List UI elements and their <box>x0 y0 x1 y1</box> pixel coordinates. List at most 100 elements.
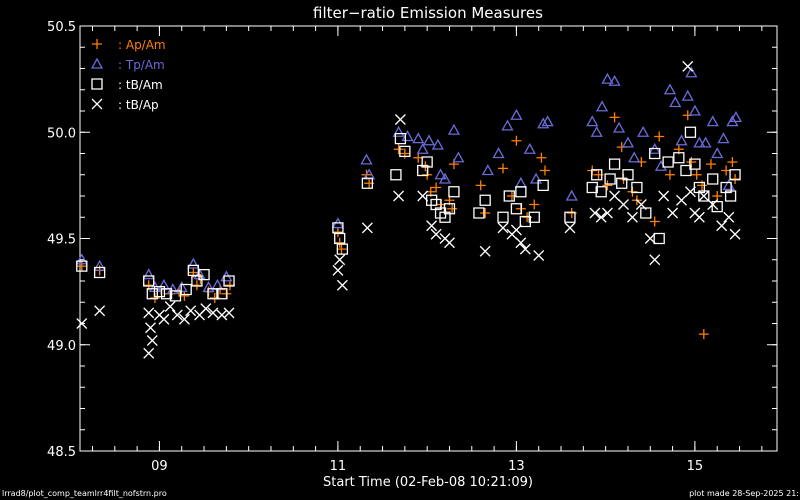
data-point-x <box>618 199 629 210</box>
data-point-triangle <box>523 142 536 154</box>
data-point-x <box>564 222 576 234</box>
data-point-x <box>361 222 373 234</box>
x-tick-label: 09 <box>151 459 168 474</box>
y-tick-label: 50.5 <box>47 20 76 35</box>
data-point-square <box>662 156 674 168</box>
footer-left: lrrad8/plot_comp_teamlrr4filt_nofstrn.pr… <box>2 489 167 498</box>
data-point-x <box>171 309 183 321</box>
data-point-plus <box>698 329 709 340</box>
data-point-square <box>223 275 235 287</box>
data-point-x <box>158 313 170 325</box>
data-point-triangle <box>537 117 550 129</box>
data-point-square <box>586 181 598 194</box>
data-point-square <box>720 181 732 194</box>
y-tick-label: 50.0 <box>47 126 76 141</box>
data-point-x <box>394 114 406 125</box>
data-point-triangle <box>187 257 200 269</box>
data-point-x <box>393 190 405 202</box>
data-point-plus <box>730 174 741 184</box>
data-point-square <box>93 266 106 279</box>
data-point-square <box>604 173 616 185</box>
data-point-triangle <box>510 108 523 120</box>
data-point-triangle <box>438 172 452 184</box>
data-point-triangle <box>492 147 505 159</box>
x-axis-label: Start Time (02-Feb-08 10:21:09) <box>323 475 533 490</box>
data-point-square <box>497 211 509 223</box>
data-point-triangle <box>675 134 688 146</box>
data-point-triangle <box>628 151 641 163</box>
legend-marker-square <box>91 78 103 90</box>
data-point-triangle <box>685 66 698 78</box>
data-point-square <box>591 169 603 181</box>
data-point-plus <box>334 237 345 248</box>
data-point-square <box>729 169 741 181</box>
data-point-square <box>622 169 634 181</box>
data-point-x <box>430 228 442 240</box>
data-point-x <box>682 60 694 72</box>
data-point-x <box>667 207 679 219</box>
data-point-triangle <box>447 123 461 135</box>
data-point-square <box>394 132 407 145</box>
series-x <box>76 60 741 359</box>
data-point-square <box>421 156 433 168</box>
data-point-x <box>707 199 719 210</box>
data-point-x <box>515 237 527 249</box>
data-point-x <box>223 307 235 319</box>
data-point-x <box>146 335 158 346</box>
data-point-triangle <box>612 121 626 133</box>
data-point-x <box>479 245 491 257</box>
data-point-square <box>653 232 665 245</box>
series-square <box>76 126 741 302</box>
data-point-x <box>595 211 607 223</box>
data-point-x <box>716 220 728 232</box>
data-point-x <box>143 307 155 319</box>
data-point-triangle <box>621 136 635 148</box>
data-point-plus <box>511 135 522 146</box>
data-point-square <box>361 177 374 189</box>
data-point-triangle <box>637 125 650 137</box>
data-point-square <box>390 169 402 181</box>
chart-title: filter−ratio Emission Measures <box>313 4 543 22</box>
data-point-triangle <box>529 172 543 184</box>
data-point-x <box>143 347 155 359</box>
data-point-x <box>336 279 348 291</box>
data-point-plus <box>649 216 660 227</box>
data-point-square <box>399 145 411 158</box>
data-point-plus <box>76 261 87 272</box>
data-point-square <box>503 190 515 202</box>
data-point-plus <box>393 144 404 155</box>
data-point-square <box>169 290 182 302</box>
data-point-square <box>430 198 442 211</box>
legend-label: : tB/Ap <box>118 98 159 112</box>
data-point-square <box>519 215 531 228</box>
data-point-square <box>160 288 173 300</box>
data-point-triangle <box>452 151 465 163</box>
data-point-x <box>444 237 455 249</box>
data-point-square <box>684 126 697 138</box>
data-point-x <box>185 305 197 317</box>
data-point-triangle <box>688 104 701 116</box>
data-point-plus <box>498 163 509 174</box>
data-point-x <box>589 207 601 219</box>
data-point-x <box>626 211 638 223</box>
data-point-square <box>434 207 447 219</box>
data-point-square <box>595 186 607 198</box>
data-point-square <box>198 268 210 281</box>
data-point-x <box>332 264 344 276</box>
data-point-x <box>644 233 656 244</box>
data-point-triangle <box>360 153 373 165</box>
data-point-square <box>608 158 621 170</box>
data-point-square <box>640 207 652 219</box>
data-point-triangle <box>663 83 677 95</box>
data-point-plus <box>654 131 665 142</box>
data-point-square <box>180 283 192 296</box>
data-point-square <box>439 211 451 223</box>
data-point-triangle <box>211 278 224 290</box>
data-point-square <box>707 173 719 185</box>
data-point-triangle <box>706 115 719 127</box>
data-point-triangle <box>431 138 444 150</box>
data-point-plus <box>447 203 458 214</box>
data-point-triangle <box>514 176 527 188</box>
data-point-x <box>145 322 156 334</box>
